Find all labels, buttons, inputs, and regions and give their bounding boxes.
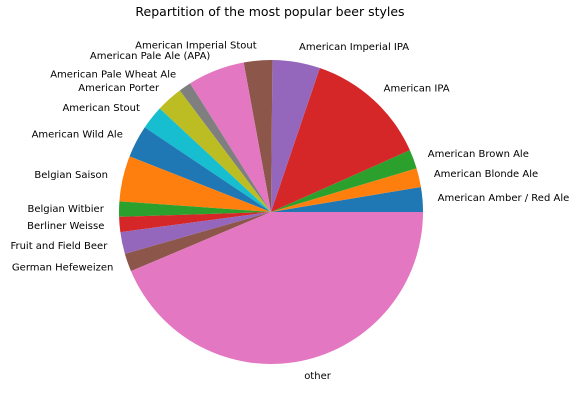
pie-slice-fruit-and-field-beer bbox=[120, 212, 271, 254]
slice-label-berliner-weisse: Berliner Weisse bbox=[27, 221, 104, 232]
slice-label-american-ipa: American IPA bbox=[384, 83, 450, 94]
slice-label-american-pale-wheat-ale: American Pale Wheat Ale bbox=[50, 69, 176, 80]
pie-slice-american-ipa bbox=[271, 68, 410, 212]
pie-slice-american-pale-ale-apa bbox=[190, 62, 271, 213]
pie-slice-american-brown-ale bbox=[271, 150, 417, 212]
pie-slice-american-stout bbox=[144, 108, 271, 212]
pie-slice-belgian-witbier bbox=[119, 201, 271, 217]
pie-slice-american-pale-wheat-ale bbox=[179, 83, 271, 212]
slice-label-american-wild-ale: American Wild Ale bbox=[32, 129, 123, 140]
pie-slice-american-wild-ale bbox=[129, 127, 271, 212]
slice-label-american-pale-ale-apa: American Pale Ale (APA) bbox=[90, 51, 211, 62]
slice-label-american-imperial-ipa: American Imperial IPA bbox=[299, 42, 409, 53]
slice-label-american-amber-red-ale: American Amber / Red Ale bbox=[438, 193, 570, 204]
pie-slice-german-hefeweizen bbox=[124, 212, 271, 272]
slice-label-belgian-saison: Belgian Saison bbox=[34, 170, 107, 181]
slice-label-german-hefeweizen: German Hefeweizen bbox=[12, 263, 113, 274]
slice-label-american-brown-ale: American Brown Ale bbox=[428, 149, 529, 160]
pie-slice-american-amber-red-ale bbox=[271, 187, 423, 212]
pie-slice-american-imperial-ipa bbox=[271, 60, 320, 213]
pie-slice-other bbox=[130, 212, 424, 364]
slice-label-fruit-and-field-beer: Fruit and Field Beer bbox=[10, 241, 108, 252]
slice-label-other: other bbox=[304, 371, 332, 382]
pie-slice-american-porter bbox=[159, 90, 271, 212]
pie-slice-belgian-saison bbox=[119, 156, 272, 212]
pie-slice-american-imperial-stout bbox=[243, 60, 273, 213]
slice-label-american-porter: American Porter bbox=[78, 83, 160, 94]
pie-slice-berliner-weisse bbox=[119, 212, 271, 233]
slice-label-american-blonde-ale: American Blonde Ale bbox=[434, 169, 538, 180]
slice-label-american-stout: American Stout bbox=[62, 103, 139, 114]
pie-slice-american-blonde-ale bbox=[271, 168, 421, 212]
slice-label-belgian-witbier: Belgian Witbier bbox=[28, 204, 105, 215]
chart-title: Repartition of the most popular beer sty… bbox=[135, 4, 405, 19]
slice-label-american-imperial-stout: American Imperial Stout bbox=[135, 40, 257, 51]
